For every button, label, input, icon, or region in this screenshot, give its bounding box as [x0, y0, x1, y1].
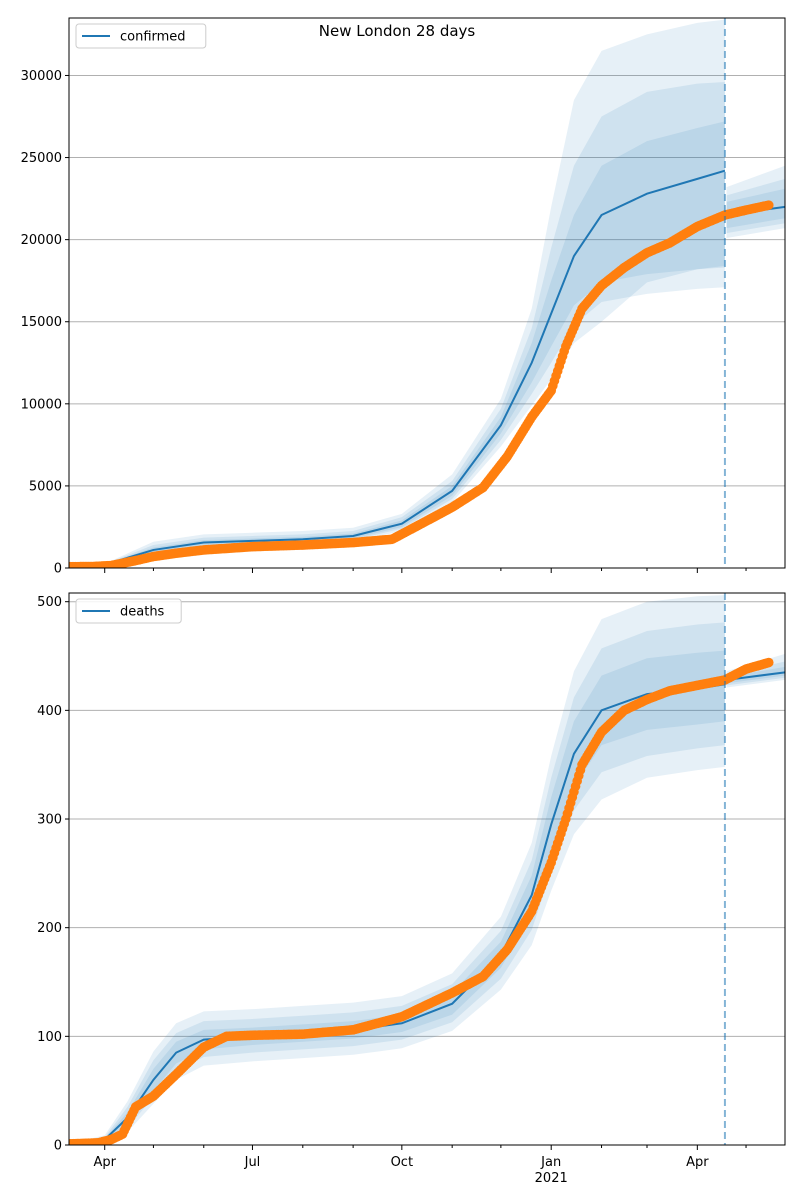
observed-point: [763, 200, 774, 210]
figure-title: New London 28 days: [319, 22, 476, 40]
y-tick-label: 5000: [29, 479, 62, 494]
x-tick-label: Apr: [686, 1155, 709, 1170]
y-tick-label: 15000: [21, 315, 62, 330]
y-tick-label: 300: [37, 813, 62, 828]
x-year-label: 2021: [535, 1171, 568, 1186]
y-tick-label: 0: [54, 562, 62, 577]
uncertainty-band: [69, 622, 725, 1144]
uncertainty-band: [726, 661, 785, 686]
observed-point: [763, 657, 774, 668]
x-tick-label: Apr: [93, 1155, 116, 1170]
uncertainty-band: [69, 650, 725, 1144]
uncertainty-band: [726, 666, 785, 684]
y-tick-label: 0: [54, 1139, 62, 1154]
legend-label: deaths: [120, 605, 165, 620]
confirmed-panel: 0 5000 10000 15000 20000 25000 30000 confirmed: [21, 17, 786, 577]
x-tick-label: Oct: [391, 1155, 413, 1170]
legend-box: [75, 598, 182, 624]
axes-frame: [68, 17, 786, 569]
y-tick-label: 100: [37, 1030, 62, 1045]
y-tick-label: 30000: [21, 69, 62, 84]
uncertainty-band: [69, 121, 725, 567]
uncertainty-band: [69, 82, 725, 567]
y-tick-label: 20000: [21, 233, 62, 248]
y-tick-label: 10000: [21, 397, 62, 412]
legend: deaths: [75, 598, 182, 624]
y-tick-label: 25000: [21, 151, 62, 166]
legend: confirmed: [75, 23, 207, 49]
legend-label: confirmed: [120, 30, 186, 45]
uncertainty-band: [69, 595, 725, 1144]
median-line: [69, 683, 726, 1145]
x-tick-label: Jan: [540, 1155, 561, 1170]
y-tick-label: 200: [37, 921, 62, 936]
axes-frame: [68, 592, 786, 1146]
deaths-panel: 0 100 200 300 400 500 Apr Jul Oct Jan Apr 2021 death…: [37, 592, 786, 1186]
median-line: [69, 169, 726, 568]
y-tick-label: 400: [37, 704, 62, 719]
x-tick-label: Jul: [244, 1155, 261, 1170]
y-tick-label: 500: [37, 595, 62, 610]
legend-box: [75, 23, 207, 49]
uncertainty-band: [726, 165, 785, 238]
